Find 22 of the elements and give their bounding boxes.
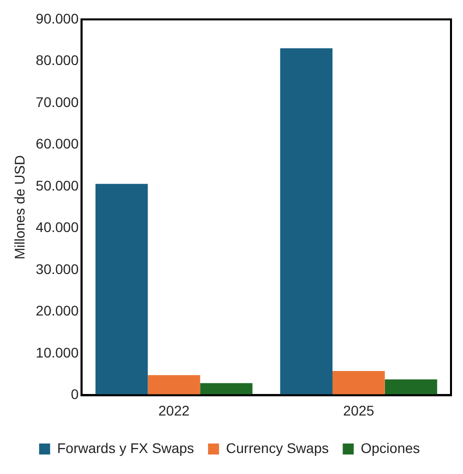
- x-tick-label: 2025: [343, 402, 374, 418]
- legend-label: Opciones: [360, 440, 420, 456]
- bar: [95, 184, 148, 396]
- x-tick-label: 2022: [158, 402, 190, 418]
- legend-label: Forwards y FX Swaps: [57, 440, 194, 456]
- bar: [280, 48, 332, 396]
- y-tick-label: 30.000: [36, 260, 79, 277]
- y-tick-label: 0: [70, 386, 79, 402]
- bar: [384, 379, 438, 396]
- y-tick-label: 90.000: [36, 10, 79, 26]
- y-tick-label: 10.000: [36, 344, 79, 360]
- y-tick-label: 20.000: [36, 302, 79, 319]
- y-tick-label: 40.000: [36, 219, 79, 236]
- bar: [332, 370, 385, 396]
- bar: [148, 375, 200, 396]
- y-tick-label: 50.000: [36, 177, 79, 194]
- y-axis-title: Millones de USD: [11, 155, 28, 260]
- legend-label: Currency Swaps: [226, 440, 329, 456]
- y-tick-label: 70.000: [36, 94, 79, 110]
- bar: [200, 383, 252, 396]
- y-tick-label: 80.000: [36, 52, 79, 68]
- y-tick-label: 60.000: [36, 136, 79, 152]
